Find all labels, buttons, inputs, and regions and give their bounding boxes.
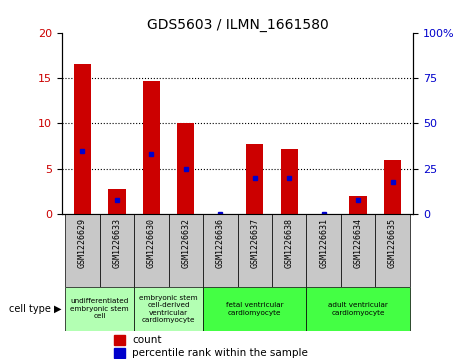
Bar (272, 214, 306, 287)
Text: GSM1226638: GSM1226638 (285, 218, 294, 268)
Text: GSM1226630: GSM1226630 (147, 218, 156, 268)
Bar (306, 214, 341, 287)
Bar (108, 189, 125, 214)
Bar (65, 287, 134, 331)
Bar (281, 149, 298, 214)
Text: cell type ▶: cell type ▶ (9, 304, 61, 314)
Bar (306, 287, 410, 331)
Bar (74, 65, 91, 214)
Bar (142, 81, 160, 214)
Bar (238, 214, 272, 287)
Text: GSM1226631: GSM1226631 (319, 218, 328, 268)
Bar (114, 335, 125, 344)
Text: GSM1226634: GSM1226634 (353, 218, 362, 268)
Bar (114, 348, 125, 358)
Bar (246, 144, 263, 214)
Bar (350, 196, 367, 214)
Text: GSM1226636: GSM1226636 (216, 218, 225, 268)
Bar (384, 160, 401, 214)
Bar (341, 214, 375, 287)
Bar (134, 214, 169, 287)
Text: count: count (132, 335, 162, 345)
Text: percentile rank within the sample: percentile rank within the sample (132, 348, 308, 358)
Text: embryonic stem
cell-derived
ventricular
cardiomyocyte: embryonic stem cell-derived ventricular … (139, 294, 198, 323)
Text: GSM1226635: GSM1226635 (388, 218, 397, 268)
Bar (65, 214, 100, 287)
Text: GSM1226637: GSM1226637 (250, 218, 259, 268)
Title: GDS5603 / ILMN_1661580: GDS5603 / ILMN_1661580 (147, 18, 328, 32)
Text: adult ventricular
cardiomyocyte: adult ventricular cardiomyocyte (328, 302, 388, 315)
Bar (134, 287, 203, 331)
Text: GSM1226629: GSM1226629 (78, 218, 87, 268)
Bar (177, 123, 194, 214)
Text: fetal ventricular
cardiomyocyte: fetal ventricular cardiomyocyte (226, 302, 284, 315)
Text: GSM1226633: GSM1226633 (113, 218, 122, 268)
Bar (375, 214, 410, 287)
Bar (203, 214, 238, 287)
Bar (100, 214, 134, 287)
Bar (169, 214, 203, 287)
Text: undifferentiated
embryonic stem
cell: undifferentiated embryonic stem cell (70, 298, 129, 319)
Bar (203, 287, 306, 331)
Text: GSM1226632: GSM1226632 (181, 218, 190, 268)
